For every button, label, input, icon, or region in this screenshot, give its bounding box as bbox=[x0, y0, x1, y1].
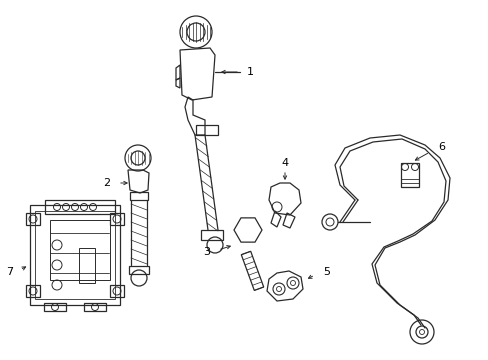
Bar bbox=[110, 213, 124, 225]
Text: 1: 1 bbox=[246, 67, 253, 77]
Text: 2: 2 bbox=[102, 178, 110, 188]
Bar bbox=[30, 205, 120, 305]
Bar bbox=[130, 192, 148, 200]
Bar bbox=[26, 213, 40, 225]
Bar bbox=[129, 266, 149, 274]
Text: 7: 7 bbox=[6, 267, 13, 277]
Bar bbox=[400, 163, 418, 187]
Text: 6: 6 bbox=[437, 142, 444, 152]
Bar bbox=[44, 303, 66, 311]
Text: 4: 4 bbox=[281, 158, 288, 168]
Text: 5: 5 bbox=[323, 267, 329, 277]
Bar bbox=[35, 211, 115, 299]
Bar bbox=[110, 285, 124, 297]
Bar bbox=[50, 220, 110, 280]
Bar bbox=[84, 303, 106, 311]
Bar bbox=[79, 248, 95, 283]
Bar bbox=[196, 125, 218, 135]
Bar bbox=[26, 285, 40, 297]
Bar bbox=[45, 200, 115, 214]
Text: 3: 3 bbox=[203, 247, 209, 257]
Bar bbox=[201, 230, 223, 240]
